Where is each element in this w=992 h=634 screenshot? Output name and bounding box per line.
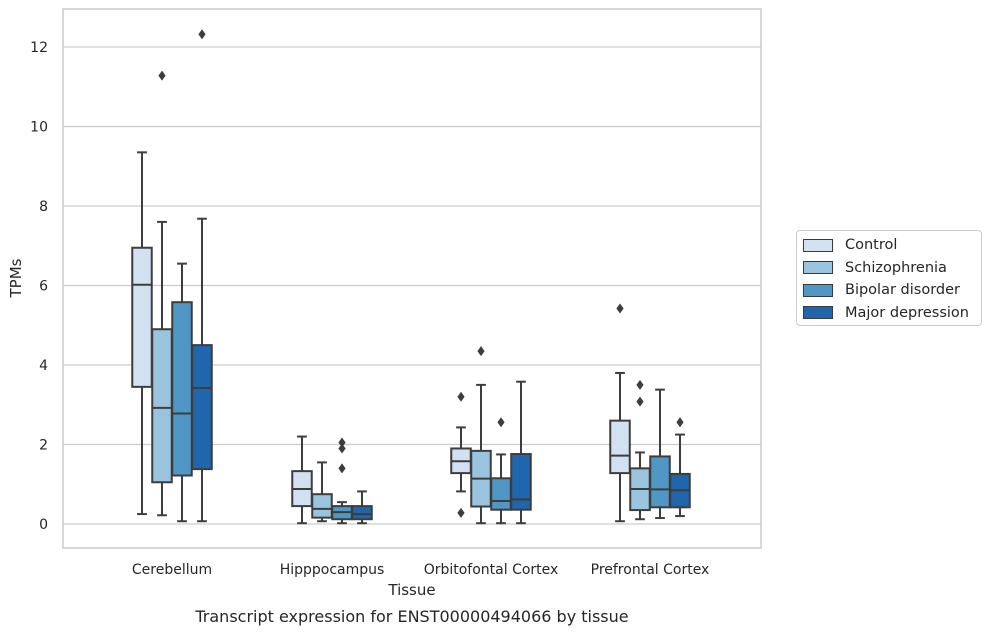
box-iqr xyxy=(609,419,631,475)
box-bipolar-disorder xyxy=(331,437,353,525)
box-iqr xyxy=(311,493,333,519)
outlier-point xyxy=(636,379,644,390)
box-iqr xyxy=(171,301,193,477)
y-tick-label: 4 xyxy=(39,358,48,374)
x-tick-label: Hipppocampus xyxy=(280,562,385,578)
box-schizophrenia xyxy=(629,379,651,521)
box-schizophrenia xyxy=(470,346,492,525)
outlier-point xyxy=(477,346,485,357)
box-iqr xyxy=(510,453,532,511)
plot-frame xyxy=(62,8,762,549)
box-control xyxy=(131,151,153,516)
outlier-point xyxy=(338,437,346,448)
legend-swatch xyxy=(803,261,833,275)
x-tick-labels: Cerebellum Hipppocampus Orbitofontal Corte… xyxy=(132,562,709,578)
outlier-point xyxy=(457,507,465,518)
y-tick-label: 6 xyxy=(39,279,48,295)
y-axis-label: TPMs xyxy=(7,258,25,298)
outlier-point xyxy=(338,463,346,474)
box-iqr xyxy=(490,477,512,511)
legend-item: Schizophrenia xyxy=(803,257,981,280)
box-iqr xyxy=(151,328,173,484)
outlier-point xyxy=(457,391,465,402)
box-control xyxy=(450,391,472,518)
box-major-depression xyxy=(669,417,691,518)
outlier-point xyxy=(497,417,505,428)
box-control xyxy=(609,303,631,523)
box-schizophrenia xyxy=(311,461,333,523)
outlier-point xyxy=(158,70,166,81)
box-major-depression xyxy=(351,490,373,525)
legend-label: Control xyxy=(845,237,898,254)
legend-swatch xyxy=(803,238,833,252)
box-iqr xyxy=(351,505,373,521)
legend-label: Bipolar disorder xyxy=(845,282,960,299)
box-iqr xyxy=(649,455,671,509)
legend-item: Control xyxy=(803,234,981,257)
box-bipolar-disorder xyxy=(490,417,512,525)
y-tick-label: 8 xyxy=(39,199,48,215)
legend-item: Major depression xyxy=(803,302,981,325)
x-tick-label: Orbitofontal Cortex xyxy=(424,562,559,578)
x-tick-label: Cerebellum xyxy=(132,562,212,578)
outlier-point xyxy=(198,29,206,40)
legend-label: Major depression xyxy=(845,304,969,321)
legend-swatch xyxy=(803,283,833,297)
box-bipolar-disorder xyxy=(171,262,193,523)
outlier-point xyxy=(338,443,346,454)
box-plot-series xyxy=(131,29,691,525)
box-iqr xyxy=(191,344,213,471)
box-iqr xyxy=(131,246,153,388)
x-tick-label: Prefrontal Cortex xyxy=(591,562,710,578)
outlier-point xyxy=(616,303,624,314)
x-axis-label: Tissue xyxy=(387,581,435,599)
y-tick-label: 10 xyxy=(30,120,48,136)
legend-item: Bipolar disorder xyxy=(803,279,981,302)
box-schizophrenia xyxy=(151,70,173,517)
box-control xyxy=(291,435,313,525)
legend-label: Schizophrenia xyxy=(845,259,947,276)
box-bipolar-disorder xyxy=(649,388,671,520)
y-tick-label: 12 xyxy=(30,40,48,56)
box-major-depression xyxy=(191,29,213,523)
outlier-point xyxy=(636,396,644,407)
y-tick-label: 0 xyxy=(39,517,48,533)
y-tick-label: 2 xyxy=(39,438,48,454)
y-tick-labels: 0 2 4 6 8 10 12 xyxy=(30,40,48,533)
outlier-point xyxy=(676,417,684,428)
box-major-depression xyxy=(510,380,532,525)
legend: Control Schizophrenia Bipolar disorder Majo… xyxy=(796,230,982,326)
chart-title: Transcript expression for ENST0000049406… xyxy=(194,607,628,626)
legend-swatch xyxy=(803,306,833,320)
